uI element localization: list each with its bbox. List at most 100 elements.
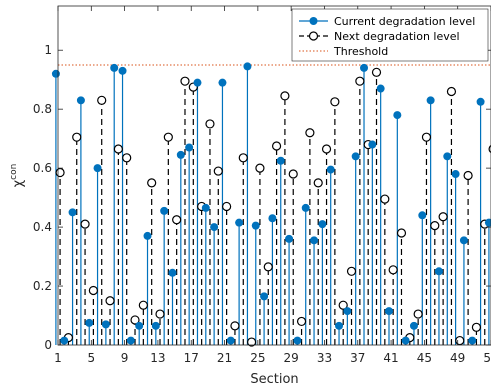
legend-next-label: Next degradation level xyxy=(334,30,460,43)
current-point xyxy=(376,84,385,93)
axis-ticks: 1 5 9 13 17 21 25 29 33 37 41 45 49 53 0 0.2 0.4 0.6 0.8 1 xyxy=(33,6,491,365)
current-point xyxy=(276,156,285,165)
x-tick-label: 41 xyxy=(383,351,398,365)
next-point xyxy=(471,322,482,332)
current-point xyxy=(343,307,352,316)
next-point xyxy=(230,321,240,331)
next-point xyxy=(330,97,340,107)
current-point xyxy=(268,214,277,223)
current-point xyxy=(251,221,260,230)
current-point xyxy=(185,143,194,152)
next-point xyxy=(105,296,115,306)
legend-item-threshold: Threshold xyxy=(299,45,388,58)
legend-item-current: Current degradation level xyxy=(299,15,475,28)
current-point xyxy=(243,62,252,71)
next-point xyxy=(138,300,148,310)
legend-threshold-label: Threshold xyxy=(333,45,388,58)
current-point xyxy=(60,336,69,345)
current-point xyxy=(326,165,335,174)
current-point xyxy=(143,231,152,240)
current-point xyxy=(51,69,60,78)
next-point xyxy=(355,76,365,86)
y-tick-label: 0 xyxy=(44,338,52,352)
current-point xyxy=(76,96,85,105)
x-tick-label: 37 xyxy=(350,351,365,365)
current-point xyxy=(318,220,327,229)
current-point xyxy=(310,236,319,245)
next-point xyxy=(238,153,248,163)
plot-area xyxy=(51,62,491,347)
legend: Current degradation level Next degradati… xyxy=(291,8,489,62)
next-point xyxy=(88,285,98,296)
current-point xyxy=(351,152,360,161)
x-tick-label: 33 xyxy=(317,351,332,365)
current-point xyxy=(210,223,219,232)
current-point xyxy=(260,292,269,301)
y-axis-label: χcon xyxy=(9,164,26,188)
current-point xyxy=(401,336,410,345)
next-point xyxy=(155,309,165,319)
current-point xyxy=(468,336,477,345)
x-tick-label: 25 xyxy=(250,351,265,365)
current-point xyxy=(193,78,202,87)
current-point xyxy=(285,234,294,243)
current-point xyxy=(301,203,310,212)
current-point xyxy=(68,208,77,217)
current-point xyxy=(476,97,485,106)
current-point xyxy=(360,63,369,72)
current-point xyxy=(409,321,418,330)
current-point xyxy=(235,218,244,227)
next-point xyxy=(180,76,190,86)
x-tick-label: 17 xyxy=(184,351,199,365)
current-point xyxy=(118,66,127,75)
next-point xyxy=(222,201,232,212)
next-point xyxy=(255,163,265,173)
next-point xyxy=(122,153,132,163)
next-point xyxy=(313,178,323,188)
current-point xyxy=(459,236,468,245)
next-point xyxy=(346,266,357,276)
current-point xyxy=(110,63,119,72)
next-point xyxy=(338,300,348,310)
current-point xyxy=(451,170,460,179)
legend-next-marker xyxy=(308,31,319,41)
next-point xyxy=(430,221,440,231)
current-point xyxy=(135,321,144,330)
current-point xyxy=(384,307,393,316)
current-point xyxy=(335,321,344,330)
x-tick-label: 53 xyxy=(483,351,491,365)
next-point xyxy=(321,144,332,154)
y-tick-label: 0.2 xyxy=(33,279,52,293)
next-point xyxy=(455,335,465,346)
current-point xyxy=(201,203,210,212)
next-point xyxy=(296,316,307,327)
current-point xyxy=(85,318,94,327)
current-point xyxy=(293,336,302,345)
y-tick-label: 1 xyxy=(44,43,52,57)
legend-box xyxy=(291,8,489,62)
x-tick-label: 5 xyxy=(87,351,95,365)
next-point xyxy=(147,178,157,188)
next-point xyxy=(280,91,290,101)
current-point xyxy=(226,336,235,345)
next-point xyxy=(163,132,173,142)
next-point xyxy=(421,132,432,142)
next-point xyxy=(80,219,90,229)
x-tick-label: 29 xyxy=(284,351,299,365)
current-point xyxy=(168,268,177,277)
next-point xyxy=(438,212,448,222)
x-tick-label: 13 xyxy=(150,351,165,365)
current-point xyxy=(368,140,377,149)
next-point xyxy=(113,144,123,154)
next-point xyxy=(263,262,273,272)
y-tick-label: 0.6 xyxy=(33,161,52,175)
current-point xyxy=(393,111,402,120)
current-point xyxy=(126,336,135,345)
next-point xyxy=(463,170,473,181)
current-point xyxy=(101,320,110,329)
axes-box xyxy=(57,5,491,346)
x-tick-label: 9 xyxy=(121,351,129,365)
x-tick-label: 49 xyxy=(450,351,465,365)
y-axis-label-base: χ xyxy=(11,179,26,187)
